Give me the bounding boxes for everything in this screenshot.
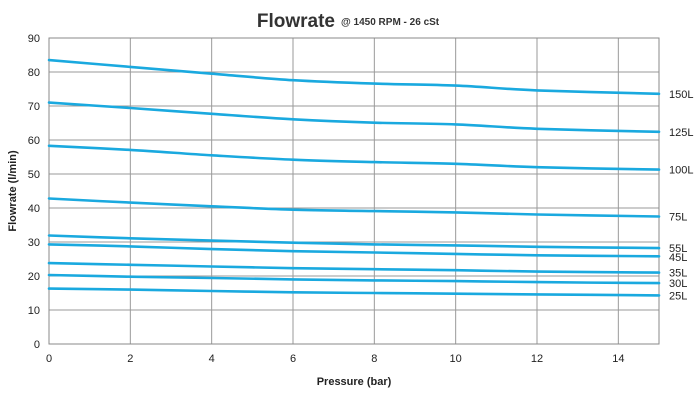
series-line-45L [47, 243, 661, 258]
y-tick-label: 40 [28, 203, 40, 215]
series-label-45L: 45L [669, 252, 687, 264]
y-tick-label: 60 [28, 135, 40, 147]
y-axis-ticks: 0 10 20 30 40 50 60 70 80 90 [28, 33, 40, 351]
series-line-125L [47, 101, 661, 134]
series-lines [47, 58, 661, 297]
y-tick-label: 80 [28, 67, 40, 79]
x-axis-label: Pressure (bar) [317, 376, 392, 388]
y-axis-label: Flowrate (l/min) [7, 150, 19, 232]
plot-area-frame [48, 37, 660, 345]
chart-title: Flowrate [257, 11, 335, 32]
series-label-150L: 150L [669, 89, 693, 101]
series-line-30L [47, 273, 661, 285]
series-line-55L [47, 234, 661, 250]
chart-subtitle: @ 1450 RPM - 26 cSt [341, 17, 440, 28]
y-tick-label: 0 [34, 339, 40, 351]
x-tick-label: 6 [290, 353, 296, 365]
y-tick-label: 20 [28, 271, 40, 283]
x-tick-label: 14 [612, 353, 624, 365]
series-line-150L [47, 58, 661, 96]
x-tick-label: 0 [46, 353, 52, 365]
y-tick-label: 70 [28, 101, 40, 113]
series-label-55L: 55L [669, 243, 687, 255]
series-label-100L: 100L [669, 165, 693, 177]
series-label-30L: 30L [669, 278, 687, 290]
y-tick-label: 50 [28, 169, 40, 181]
series-label-35L: 35L [669, 268, 687, 280]
x-tick-label: 4 [209, 353, 215, 365]
series-line-75L [47, 197, 661, 218]
series-line-100L [47, 144, 661, 171]
x-tick-label: 10 [450, 353, 462, 365]
y-tick-label: 30 [28, 237, 40, 249]
x-tick-label: 8 [371, 353, 377, 365]
series-label-125L: 125L [669, 127, 693, 139]
y-tick-label: 90 [28, 33, 40, 45]
series-line-25L [47, 287, 661, 297]
x-tick-label: 2 [127, 353, 133, 365]
series-label-25L: 25L [669, 290, 687, 302]
series-line-35L [47, 261, 661, 274]
x-tick-label: 12 [531, 353, 543, 365]
x-axis-ticks: 0 2 4 6 8 10 12 14 [46, 353, 625, 365]
series-label-75L: 75L [669, 212, 687, 224]
y-tick-label: 10 [28, 305, 40, 317]
